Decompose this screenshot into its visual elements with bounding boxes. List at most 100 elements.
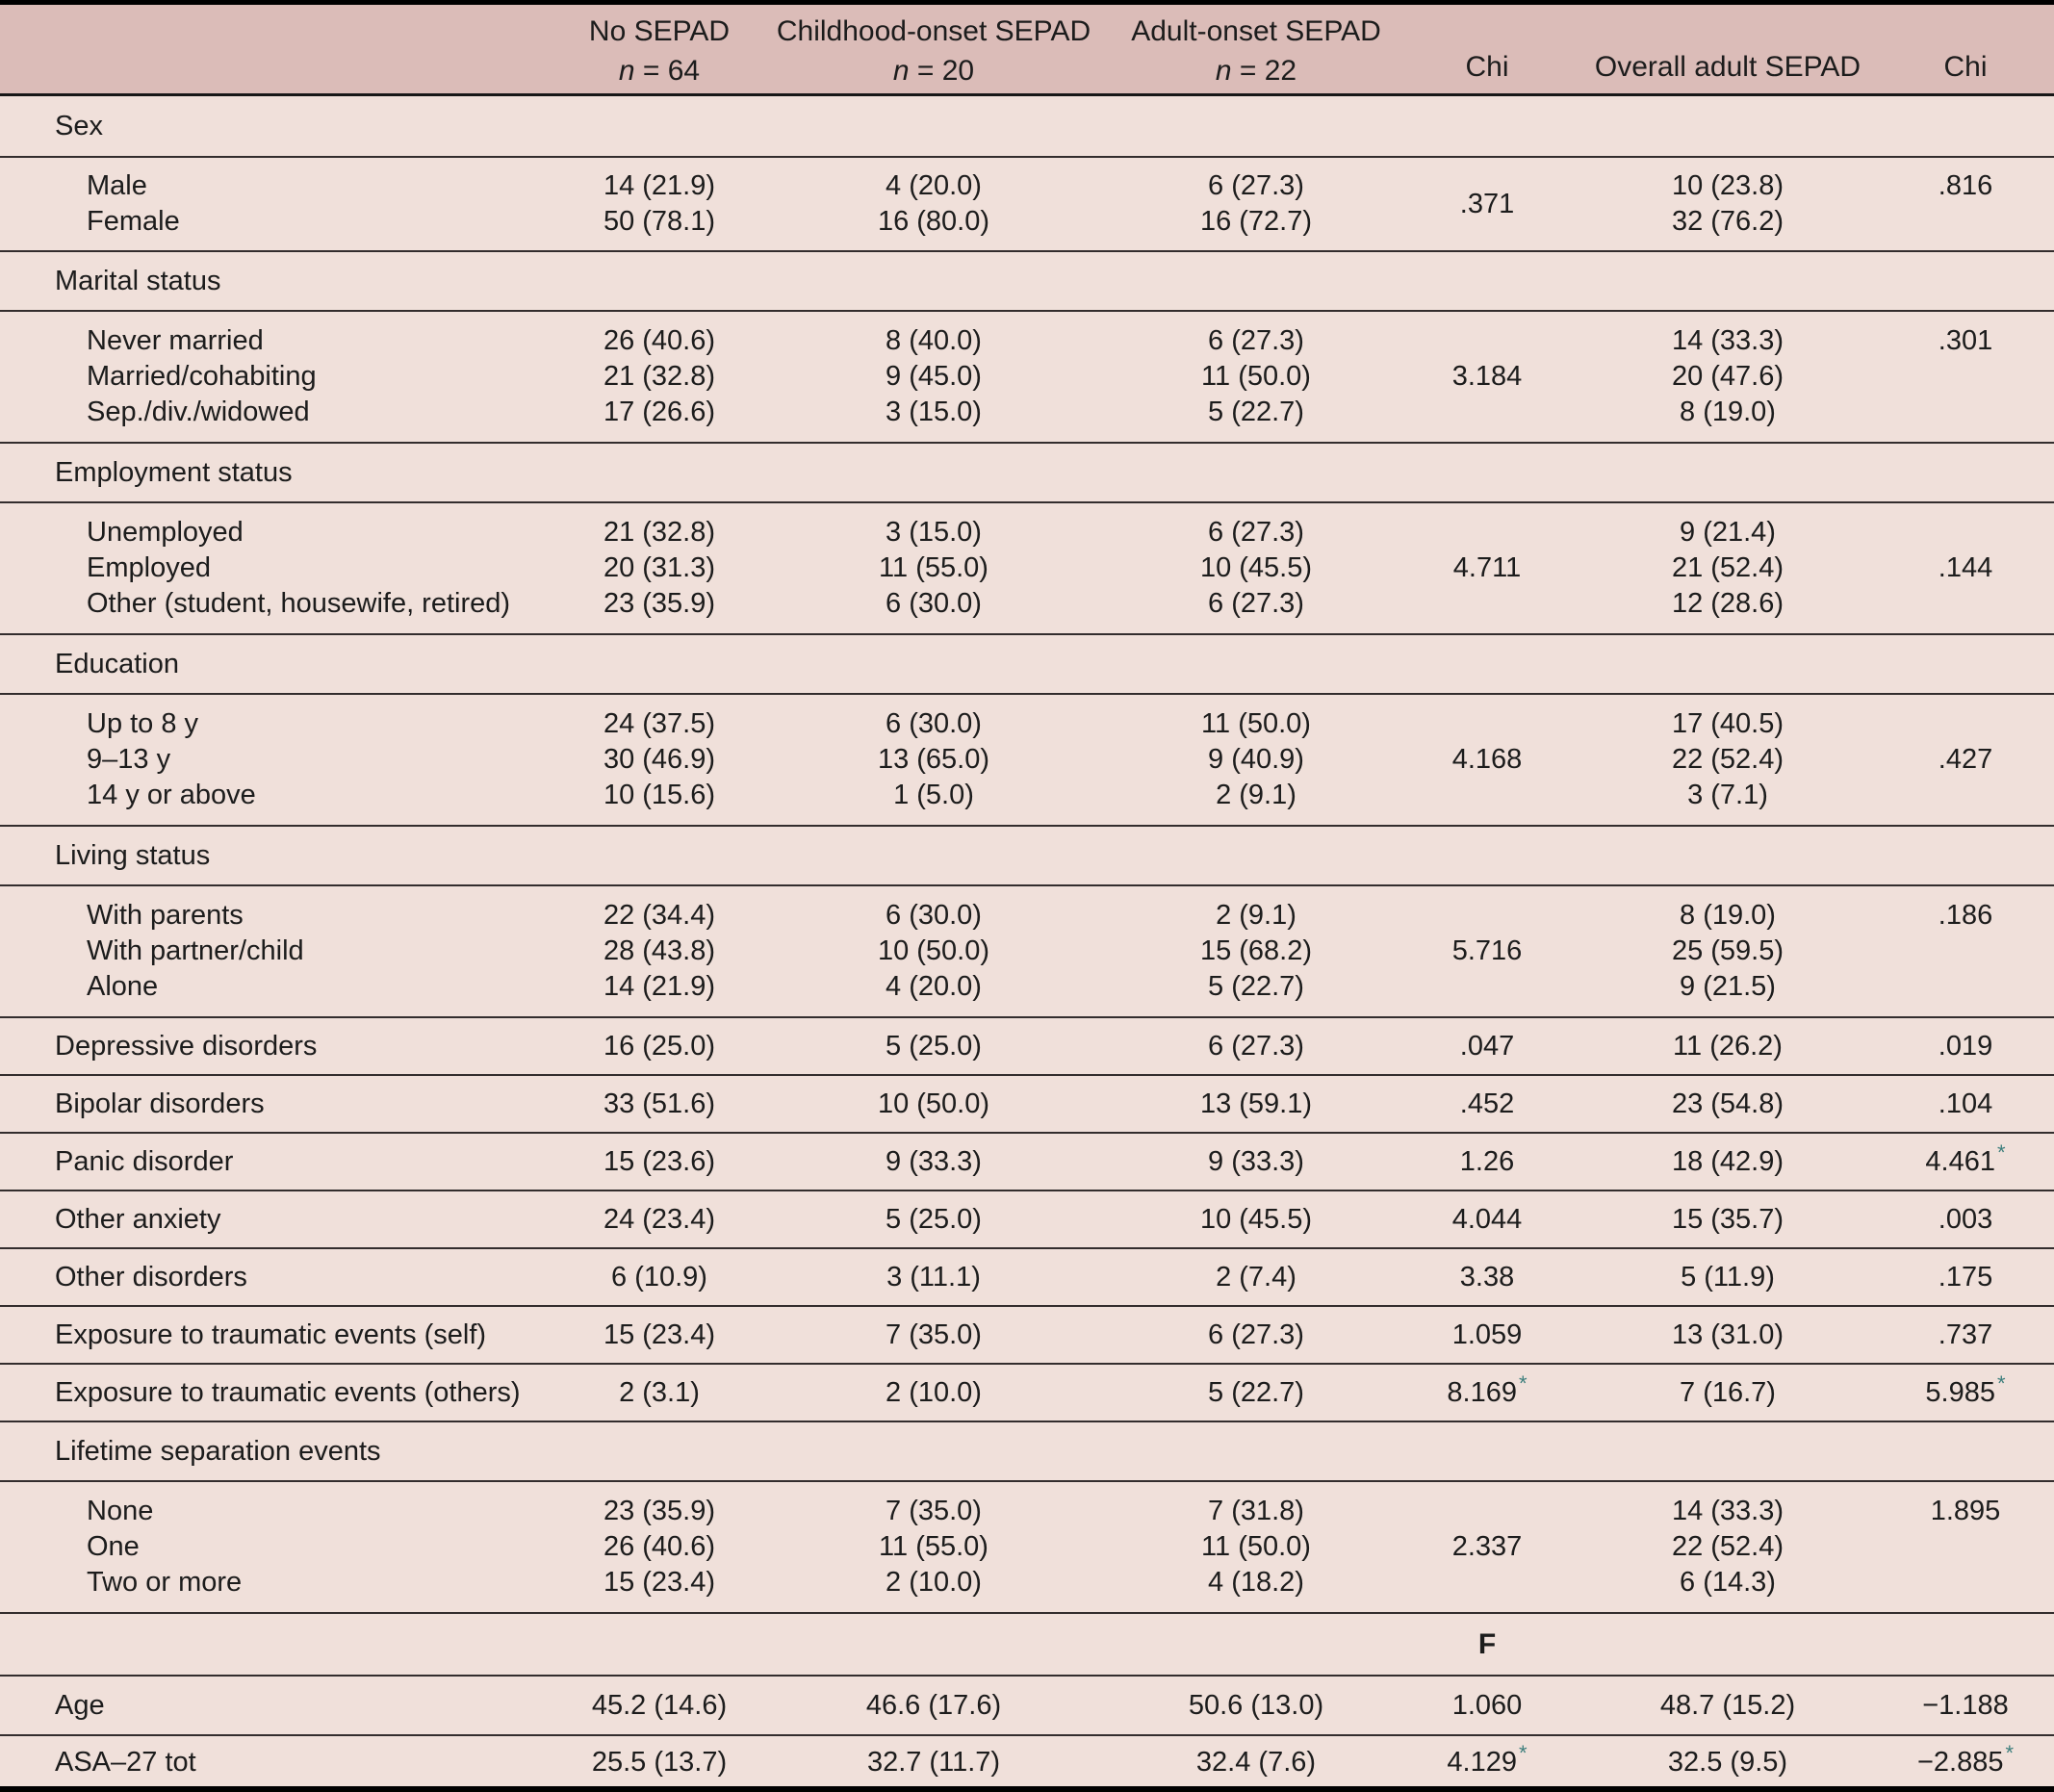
col-title: Overall adult SEPAD (1594, 51, 1861, 83)
col-childhood: 7 (35.0) 11 (55.0) 2 (10.0) (751, 1482, 1117, 1612)
n-value: = 22 (1231, 54, 1297, 87)
row-label: 14 y or above (87, 780, 256, 810)
group-rows-lifetime-separation-events: None One Two or more 23 (35.9) 26 (40.6)… (0, 1480, 2054, 1612)
cell-value: 23 (35.9) (603, 588, 716, 619)
cell-value: 2 (7.4) (1216, 1261, 1297, 1293)
row-labels: None One Two or more (0, 1482, 568, 1612)
table-row-other-anxiety: Other anxiety 24 (23.4) 5 (25.0) 10 (45.… (0, 1190, 2054, 1247)
empty-line (1877, 969, 2054, 1005)
col-overall: 17 (40.5) 22 (52.4) 3 (7.1) (1579, 695, 1877, 825)
row-label: Panic disorder (55, 1145, 234, 1177)
section-title: Education (55, 648, 179, 679)
cell-value: 24 (23.4) (603, 1203, 716, 1235)
cell-value: 20 (47.6) (1671, 361, 1784, 392)
cell-value: 6 (27.3) (1208, 1318, 1304, 1350)
cell-value: 21 (32.8) (603, 517, 716, 548)
cell-value: 33 (51.6) (603, 1088, 716, 1119)
col-childhood: 6 (30.0) 10 (50.0) 4 (20.0) (751, 886, 1117, 1016)
cell-value: 28 (43.8) (603, 935, 716, 966)
cell-value: 30 (46.9) (603, 744, 716, 775)
cell-value: 6 (14.3) (1680, 1567, 1776, 1598)
empty-line (1396, 778, 1579, 813)
row-label: Unemployed (87, 517, 244, 548)
chi-value: .452 (1459, 1088, 1515, 1119)
cell-value: 20 (31.3) (603, 552, 716, 583)
col-no-sepad: 26 (40.6) 21 (32.8) 17 (26.6) (568, 312, 751, 442)
chi-value: .175 (1938, 1261, 1993, 1293)
empty-line (1396, 395, 1579, 430)
n-value: = 64 (634, 54, 701, 87)
row-label: Married/cohabiting (87, 361, 317, 392)
cell-value: 10 (15.6) (603, 780, 716, 810)
cell-value: 16 (80.0) (877, 206, 990, 237)
col-no-sepad: 14 (21.9) 50 (78.1) (568, 158, 751, 250)
f-value: 4.129* (1396, 1742, 1579, 1779)
col-overall: 10 (23.8) 32 (76.2) (1579, 158, 1877, 250)
cell-value: 7 (35.0) (886, 1496, 982, 1526)
cell-value: 4 (18.2) (1208, 1567, 1304, 1598)
col-title: Adult-onset SEPAD (1131, 14, 1381, 47)
cell-value: 8 (19.0) (1680, 900, 1776, 931)
col-chi-2: .816 (1877, 158, 2054, 250)
f-number: 4.129 (1447, 1746, 1517, 1778)
cell-value: 9 (33.3) (886, 1145, 982, 1177)
chi-number: 8.169 (1447, 1376, 1517, 1408)
cell-value: 26 (40.6) (603, 1531, 716, 1562)
chi-value: 4.461* (1877, 1141, 2054, 1178)
row-label: ASA–27 tot (55, 1746, 196, 1778)
table-row-asa-27-tot: ASA–27 tot 25.5 (13.7) 32.7 (11.7) 32.4 … (0, 1734, 2054, 1786)
section-header-employment-status: Employment status (0, 442, 2054, 501)
cell-value: 14 (21.9) (603, 971, 716, 1002)
cell-value: 2 (10.0) (886, 1376, 982, 1408)
empty-line (1877, 515, 2054, 550)
table-row-other-disorders: Other disorders 6 (10.9) 3 (11.1) 2 (7.4… (0, 1247, 2054, 1305)
row-labels: Unemployed Employed Other (student, hous… (0, 503, 568, 633)
cell-value: 6 (30.0) (886, 588, 982, 619)
chi-value: .301 (1938, 325, 1993, 356)
cell-value: 7 (31.8) (1208, 1496, 1304, 1526)
col-no-sepad: 23 (35.9) 26 (40.6) 15 (23.4) (568, 1482, 751, 1612)
col-n: n = 20 (751, 55, 1117, 88)
cell-value: 12 (28.6) (1671, 588, 1784, 619)
cell-value: 5 (25.0) (886, 1203, 982, 1235)
col-title: Chi (1943, 51, 1988, 83)
col-chi-1: 4.168 (1396, 695, 1579, 825)
chi-value: 2.337 (1451, 1531, 1523, 1562)
row-label: Sep./div./widowed (87, 397, 310, 427)
chi-number: 4.461 (1925, 1145, 1995, 1177)
col-n: n = 64 (568, 55, 751, 88)
chi-value: 1.895 (1930, 1496, 2001, 1526)
cell-value: 10 (45.5) (1199, 1203, 1313, 1235)
cell-value: 17 (26.6) (603, 397, 716, 427)
cell-value: 45.2 (14.6) (591, 1689, 728, 1721)
col-no-sepad: 21 (32.8) 20 (31.3) 23 (35.9) (568, 503, 751, 633)
col-adult: 2 (9.1) 15 (68.2) 5 (22.7) (1117, 886, 1396, 1016)
row-label: Alone (87, 971, 159, 1002)
chi-value: .186 (1938, 900, 1993, 931)
chi-value: 4.044 (1451, 1203, 1523, 1235)
cell-value: 11 (55.0) (879, 1531, 988, 1562)
cell-value: 8 (19.0) (1680, 397, 1776, 427)
f-column-header: F (1477, 1627, 1497, 1660)
empty-line (1396, 323, 1579, 359)
col-chi-1: 4.711 (1396, 503, 1579, 633)
chi-value: .816 (1938, 170, 1993, 201)
table-row-panic-disorder: Panic disorder 15 (23.6) 9 (33.3) 9 (33.… (0, 1132, 2054, 1190)
section-header-marital-status: Marital status (0, 250, 2054, 310)
empty-line (1877, 586, 2054, 622)
cell-value: 50 (78.1) (603, 206, 716, 237)
chi-value: .019 (1938, 1030, 1993, 1062)
col-adult: 7 (31.8) 11 (50.0) 4 (18.2) (1117, 1482, 1396, 1612)
cell-value: 23 (54.8) (1671, 1088, 1784, 1119)
empty-line (1877, 204, 2054, 240)
header-col-overall-adult-sepad: Overall adult SEPAD (1579, 5, 1877, 93)
cell-value: 10 (23.8) (1671, 170, 1784, 201)
cell-value: 3 (15.0) (886, 517, 982, 548)
empty-line (1877, 1565, 2054, 1600)
col-no-sepad: 22 (34.4) 28 (43.8) 14 (21.9) (568, 886, 751, 1016)
col-chi-2: .301 (1877, 312, 2054, 442)
col-title: Childhood-onset SEPAD (776, 14, 1091, 47)
empty-line (1877, 934, 2054, 969)
cell-value: 6 (27.3) (1208, 588, 1304, 619)
row-label: Bipolar disorders (55, 1088, 265, 1119)
